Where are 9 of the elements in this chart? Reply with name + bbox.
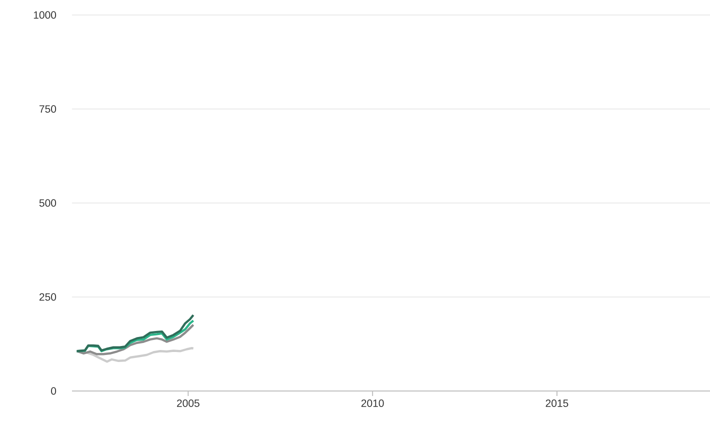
x-tick-label: 2010 xyxy=(361,400,384,407)
y-tick-label: 250 xyxy=(39,293,56,301)
y-tick-label: 1000 xyxy=(34,11,56,19)
x-tick-label: 2015 xyxy=(546,400,568,407)
line-series xyxy=(76,314,194,352)
y-tick-label: 750 xyxy=(39,105,56,113)
y-tick-label: 0 xyxy=(51,387,56,395)
x-tick-label: 2005 xyxy=(177,400,200,407)
y-tick-label: 500 xyxy=(39,199,56,207)
